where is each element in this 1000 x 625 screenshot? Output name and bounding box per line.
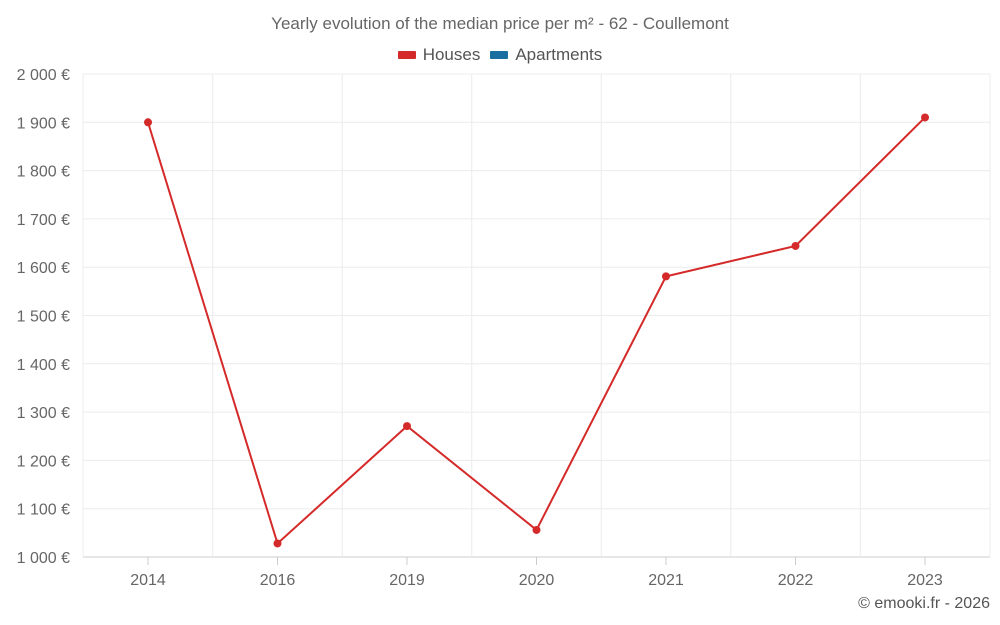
data-point-houses[interactable] (532, 525, 541, 534)
data-point-houses[interactable] (403, 422, 411, 431)
legend-item-apartments[interactable]: Apartments (490, 45, 602, 65)
y-tick-label: 1 000 € (17, 550, 70, 567)
x-tick-label: 2016 (260, 572, 296, 589)
data-point-houses[interactable] (144, 118, 152, 127)
y-tick-label: 1 600 € (17, 260, 70, 277)
series-line-houses (147, 116, 926, 546)
data-point-houses[interactable] (662, 272, 670, 281)
y-tick-label: 1 500 € (17, 309, 70, 326)
legend-label-apartments: Apartments (515, 45, 603, 64)
x-tick-label: 2014 (130, 572, 166, 589)
x-tick-label: 2020 (519, 572, 555, 589)
legend-swatch-houses (397, 51, 416, 59)
data-point-houses[interactable] (273, 539, 282, 548)
credit-text: © emooki.fr - 2026 (858, 595, 990, 612)
chart-title: Yearly evolution of the median price per… (271, 14, 729, 33)
data-point-houses[interactable] (921, 113, 929, 122)
y-tick-label: 2 000 € (17, 67, 70, 84)
y-tick-label: 1 800 € (17, 164, 70, 181)
x-tick-label: 2022 (778, 572, 814, 589)
y-tick-label: 1 400 € (17, 357, 70, 374)
x-tick-label: 2019 (389, 572, 425, 589)
y-tick-label: 1 700 € (17, 212, 70, 229)
x-tick-label: 2021 (648, 572, 684, 589)
y-tick-label: 1 300 € (17, 405, 70, 422)
y-tick-label: 1 200 € (17, 453, 70, 470)
y-tick-label: 1 900 € (17, 115, 70, 132)
legend-label-houses: Houses (422, 45, 481, 64)
x-tick-label: 2023 (907, 572, 943, 589)
legend-item-houses[interactable]: Houses (397, 45, 481, 65)
y-tick-label: 1 100 € (17, 502, 70, 519)
chart-legend: Houses Apartments (0, 45, 1000, 65)
data-point-houses[interactable] (791, 241, 800, 250)
legend-swatch-apartments (490, 51, 509, 59)
